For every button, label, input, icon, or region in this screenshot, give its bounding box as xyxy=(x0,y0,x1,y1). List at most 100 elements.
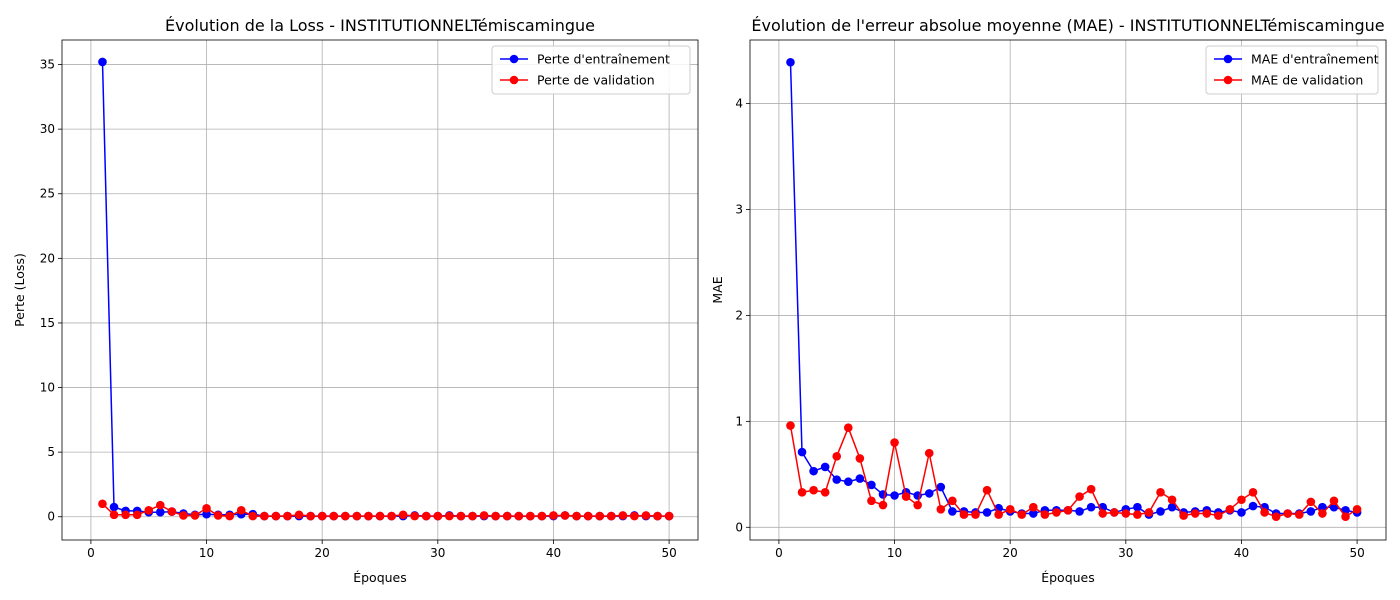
data-point xyxy=(595,511,605,521)
x-axis-label: Époques xyxy=(1041,570,1095,585)
data-point xyxy=(1017,510,1027,519)
loss-chart: 0 10 20 30 40 50 0 5 10 15 20 25 30 35 Évolution de la… xyxy=(12,16,699,585)
data-point xyxy=(913,500,922,510)
x-tick-label: 0 xyxy=(87,546,95,560)
data-point xyxy=(618,511,628,520)
data-point xyxy=(653,511,662,521)
data-point xyxy=(1248,501,1258,511)
data-point xyxy=(155,500,165,510)
y-tick-label: 1 xyxy=(735,414,743,428)
series-line xyxy=(101,61,670,517)
legend: MAE d'entraînement MAE de validation xyxy=(1205,45,1379,95)
x-tick-label: 10 xyxy=(199,546,214,560)
data-point xyxy=(1167,495,1177,505)
data-point xyxy=(1167,502,1177,512)
data-point xyxy=(1329,502,1339,512)
y-axis-label: MAE xyxy=(710,276,725,303)
data-point xyxy=(179,511,188,520)
series-validation xyxy=(786,421,1362,521)
data-point xyxy=(317,511,327,521)
data-point xyxy=(283,511,292,521)
data-point xyxy=(1202,509,1212,518)
data-point xyxy=(1156,488,1165,497)
data-point xyxy=(502,511,512,521)
legend-label: Perte de validation xyxy=(537,73,655,88)
y-tick-label: 5 xyxy=(47,445,55,459)
data-point xyxy=(1029,509,1038,518)
data-point xyxy=(797,488,807,497)
data-point xyxy=(1075,492,1084,501)
data-point xyxy=(236,505,246,515)
data-point xyxy=(225,511,234,521)
plot-frame xyxy=(61,39,699,541)
data-point xyxy=(109,502,119,512)
data-point xyxy=(843,423,853,433)
data-point xyxy=(271,511,281,521)
data-point xyxy=(797,447,807,457)
y-tick-label: 0 xyxy=(47,510,55,524)
data-point xyxy=(1306,507,1316,516)
y-tick-label: 3 xyxy=(735,202,743,216)
data-point xyxy=(572,511,581,521)
series-training xyxy=(98,57,674,521)
data-point xyxy=(832,452,842,461)
data-point xyxy=(421,511,431,521)
data-point xyxy=(1086,484,1096,494)
x-tick-label: 40 xyxy=(546,546,561,560)
data-point xyxy=(98,57,107,67)
x-tick-label: 30 xyxy=(1118,546,1133,560)
series-training xyxy=(786,57,1362,519)
data-point xyxy=(809,466,818,476)
data-point xyxy=(491,511,500,521)
data-point xyxy=(1214,511,1223,520)
x-tick-label: 50 xyxy=(661,546,676,560)
x-tick-label: 40 xyxy=(1234,546,1249,560)
data-point xyxy=(890,491,899,500)
data-point xyxy=(375,511,385,521)
data-point xyxy=(1352,504,1362,514)
data-point xyxy=(1248,488,1258,497)
data-point xyxy=(924,448,934,458)
data-point xyxy=(202,504,211,513)
data-point xyxy=(982,485,992,495)
legend-label: Perte d'entraînement xyxy=(537,52,670,67)
data-point xyxy=(364,511,373,521)
y-tick-label: 2 xyxy=(735,308,743,322)
data-point xyxy=(410,511,419,521)
x-tick-label: 30 xyxy=(430,546,445,560)
x-axis-label: Époques xyxy=(353,570,407,585)
data-point xyxy=(248,511,258,521)
data-point xyxy=(664,511,674,521)
data-point xyxy=(1190,509,1200,518)
data-point xyxy=(468,511,477,521)
data-point xyxy=(294,510,304,520)
data-point xyxy=(1237,508,1246,517)
data-point xyxy=(641,511,651,520)
data-point xyxy=(398,510,408,520)
data-point xyxy=(1109,508,1119,517)
data-point xyxy=(260,511,269,521)
data-point xyxy=(479,511,489,520)
legend-box xyxy=(491,45,691,95)
data-point xyxy=(167,507,177,516)
data-point xyxy=(1029,502,1038,512)
data-point xyxy=(855,454,865,463)
data-point xyxy=(855,474,865,483)
y-tick-label: 15 xyxy=(40,316,55,330)
data-point xyxy=(526,511,535,521)
series-validation xyxy=(98,499,674,521)
data-point xyxy=(1341,512,1350,521)
data-point xyxy=(936,504,946,514)
data-point xyxy=(1306,497,1316,507)
mae-chart: 0 10 20 30 40 50 0 1 2 3 4 Évolution de l'erreur ab… xyxy=(710,16,1387,585)
data-point xyxy=(982,508,992,517)
data-point xyxy=(832,475,842,484)
legend-label: MAE d'entraînement xyxy=(1251,52,1379,67)
data-point xyxy=(786,421,795,430)
legend: Perte d'entraînement Perte de validation xyxy=(491,45,691,95)
x-tick-label: 20 xyxy=(315,546,330,560)
x-tick-label: 10 xyxy=(887,546,902,560)
data-point xyxy=(1086,502,1096,512)
data-point xyxy=(132,510,142,520)
